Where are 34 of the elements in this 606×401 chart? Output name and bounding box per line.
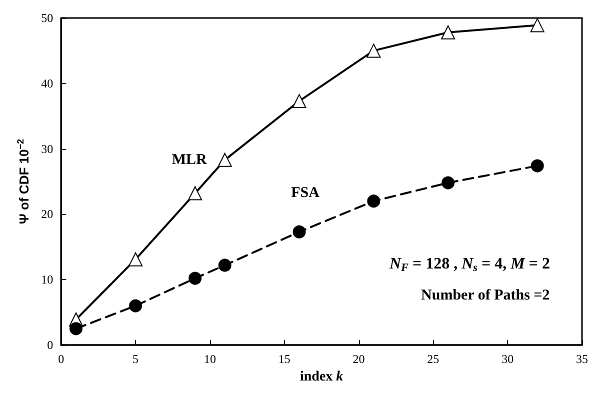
x-tick-label: 5 — [132, 352, 139, 366]
point — [292, 225, 306, 238]
y-tick-label: 50 — [41, 11, 54, 25]
point — [530, 18, 544, 32]
point — [188, 272, 202, 285]
x-tick-label: 20 — [352, 352, 365, 366]
y-tick-label: 20 — [41, 207, 54, 222]
point — [366, 44, 381, 58]
x-tick-label: 10 — [204, 352, 216, 366]
point — [292, 94, 306, 108]
x-tick-label: 0 — [58, 352, 64, 366]
point — [367, 194, 380, 208]
point — [218, 152, 232, 167]
point — [70, 322, 83, 336]
x-tick-label: 35 — [576, 352, 588, 366]
y-tick-label: 40 — [41, 76, 54, 90]
point — [128, 252, 143, 266]
series-label: FSA — [291, 184, 320, 201]
y-tick-label: 30 — [41, 142, 54, 156]
point — [442, 176, 455, 190]
point — [188, 186, 202, 200]
x-tick-label: 25 — [427, 352, 440, 366]
point — [218, 258, 232, 272]
series-label: MLR — [172, 152, 208, 168]
point — [129, 299, 142, 312]
x-axis-title: index k — [300, 369, 344, 384]
y-axis-title: Ψ of CDF 10−2 — [16, 138, 32, 224]
annotation: Number of Paths =2 — [421, 288, 550, 304]
x-tick-label: 15 — [278, 352, 290, 366]
x-tick-label: 30 — [502, 352, 514, 366]
point — [441, 25, 456, 40]
y-tick-label: 10 — [41, 272, 54, 287]
y-tick-label: 0 — [47, 338, 54, 352]
point — [530, 159, 544, 172]
